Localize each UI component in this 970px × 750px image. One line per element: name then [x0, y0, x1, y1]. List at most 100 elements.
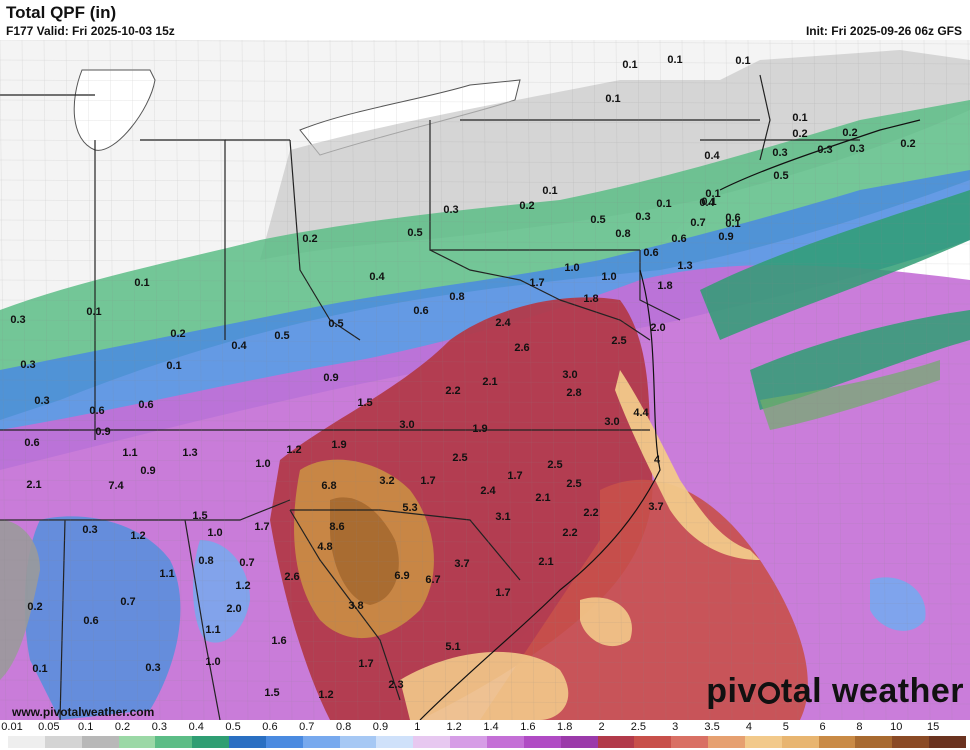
- qpf-value-label: 1.3: [182, 447, 197, 459]
- precip-field: [0, 50, 970, 720]
- legend-swatch: [523, 736, 561, 748]
- legend-swatch: [781, 736, 819, 748]
- qpf-value-label: 2.8: [566, 387, 581, 399]
- qpf-value-label: 0.9: [140, 465, 155, 477]
- qpf-value-label: 2.2: [583, 507, 598, 519]
- qpf-value-label: 0.3: [817, 144, 832, 156]
- valid-time: F177 Valid: Fri 2025-10-03 15z: [6, 24, 175, 38]
- qpf-value-label: 4: [654, 454, 661, 466]
- qpf-value-label: 1.2: [130, 530, 145, 542]
- qpf-value-label: 1.2: [286, 444, 301, 456]
- qpf-value-label: 0.1: [134, 277, 149, 289]
- legend-tick-label: 15: [927, 721, 940, 733]
- qpf-value-label: 0.5: [407, 227, 422, 239]
- qpf-value-label: 1.6: [271, 635, 286, 647]
- legend-swatch: [450, 736, 487, 748]
- qpf-value-label: 0.1: [605, 93, 620, 105]
- legend-tick-label: 1.4: [483, 721, 499, 733]
- qpf-value-label: 5.1: [445, 641, 460, 653]
- qpf-value-label: 1.9: [472, 423, 487, 435]
- legend-swatch: [597, 736, 635, 748]
- qpf-value-label: 1.0: [255, 458, 270, 470]
- qpf-value-label: 2.5: [611, 335, 626, 347]
- legend-tick-label: 0.7: [299, 721, 315, 733]
- legend-swatch: [413, 736, 451, 748]
- qpf-value-label: 1.1: [205, 624, 220, 636]
- qpf-value-label: 0.2: [842, 127, 857, 139]
- qpf-value-label: 0.2: [792, 128, 807, 140]
- qpf-value-label: 1.2: [235, 580, 250, 592]
- coastline: [419, 119, 921, 720]
- legend-tick-label: 0.01: [1, 721, 23, 733]
- qpf-value-label: 2.4: [480, 485, 496, 497]
- qpf-value-label: 0.1: [656, 198, 671, 210]
- legend-swatch: [229, 736, 266, 748]
- qpf-value-label: 0.3: [772, 147, 787, 159]
- qpf-value-label: 0.6: [138, 399, 153, 411]
- map-title: Total QPF (in): [6, 3, 117, 22]
- logo-o-icon: [757, 682, 780, 704]
- qpf-value-label: 2.5: [566, 478, 581, 490]
- legend-swatch: [118, 736, 156, 748]
- qpf-value-label: 2.6: [284, 571, 299, 583]
- legend-swatch: [855, 736, 893, 748]
- qpf-value-label: 0.1: [725, 218, 740, 230]
- qpf-value-label: 0.3: [10, 314, 25, 326]
- qpf-value-label: 0.1: [735, 55, 750, 67]
- county-borders: [0, 40, 970, 720]
- qpf-value-label: 7.4: [108, 480, 124, 492]
- qpf-value-label: 1.5: [264, 687, 279, 699]
- legend-tick-label: 0.8: [335, 721, 352, 733]
- qpf-value-label: 1.7: [529, 277, 544, 289]
- qpf-value-label: 6.8: [321, 480, 336, 492]
- legend-swatch: [708, 736, 745, 748]
- qpf-value-label: 1.2: [318, 689, 333, 701]
- qpf-value-label: 1.5: [357, 397, 372, 409]
- qpf-value-label: 0.1: [86, 306, 101, 318]
- qpf-value-label: 0.9: [323, 372, 338, 384]
- qpf-value-label: 0.7: [239, 557, 254, 569]
- legend-swatch: [376, 736, 414, 748]
- qpf-value-label: 1.0: [601, 271, 616, 283]
- qpf-value-label: 0.2: [302, 233, 317, 245]
- qpf-value-label: 3.7: [648, 501, 663, 513]
- qpf-value-label: 0.3: [145, 662, 160, 674]
- qpf-value-label: 0.7: [120, 596, 135, 608]
- legend-swatch: [192, 736, 230, 748]
- init-time: Init: Fri 2025-09-26 06z GFS: [805, 24, 962, 38]
- qpf-value-label: 0.7: [690, 217, 705, 229]
- qpf-value-label: 0.2: [27, 601, 42, 613]
- qpf-value-label: 3.0: [562, 369, 577, 381]
- qpf-value-label: 0.9: [718, 231, 733, 243]
- legend-tick-label: 2.5: [630, 721, 647, 733]
- qpf-value-label: 0.5: [590, 214, 605, 226]
- legend-swatch: [486, 736, 524, 748]
- website-url[interactable]: www.pivotalweather.com: [12, 705, 155, 719]
- legend-tick-label: 0.9: [372, 721, 389, 733]
- qpf-value-label: 2.1: [26, 479, 41, 491]
- legend-swatch: [892, 736, 930, 748]
- qpf-value-label: 2.1: [535, 492, 550, 504]
- qpf-value-label: 0.3: [82, 524, 97, 536]
- qpf-value-label: 0.3: [34, 395, 49, 407]
- qpf-value-label: 4.4: [633, 407, 649, 419]
- qpf-value-label: 6.9: [394, 570, 409, 582]
- qpf-value-label: 0.6: [725, 212, 740, 224]
- qpf-value-label: 0.1: [792, 112, 807, 124]
- legend-tick-label: 1.6: [520, 721, 536, 733]
- qpf-value-label: 2.3: [388, 679, 403, 691]
- legend-swatch: [8, 736, 45, 748]
- qpf-value-label: 0.8: [198, 555, 213, 567]
- legend-swatch: [671, 736, 709, 748]
- legend-swatch: [265, 736, 303, 748]
- legend-tick-label: 0.05: [38, 721, 60, 733]
- qpf-value-label: 0.1: [622, 59, 637, 71]
- qpf-value-label: 0.1: [667, 54, 682, 66]
- qpf-value-label: 0.1: [542, 185, 557, 197]
- qpf-value-label: 6.7: [425, 574, 440, 586]
- legend-swatch: [155, 736, 193, 748]
- qpf-value-label: 0.3: [849, 143, 864, 155]
- legend-swatch: [81, 736, 119, 748]
- legend-tick-label: 0.5: [225, 721, 241, 733]
- qpf-value-label: 2.2: [445, 385, 460, 397]
